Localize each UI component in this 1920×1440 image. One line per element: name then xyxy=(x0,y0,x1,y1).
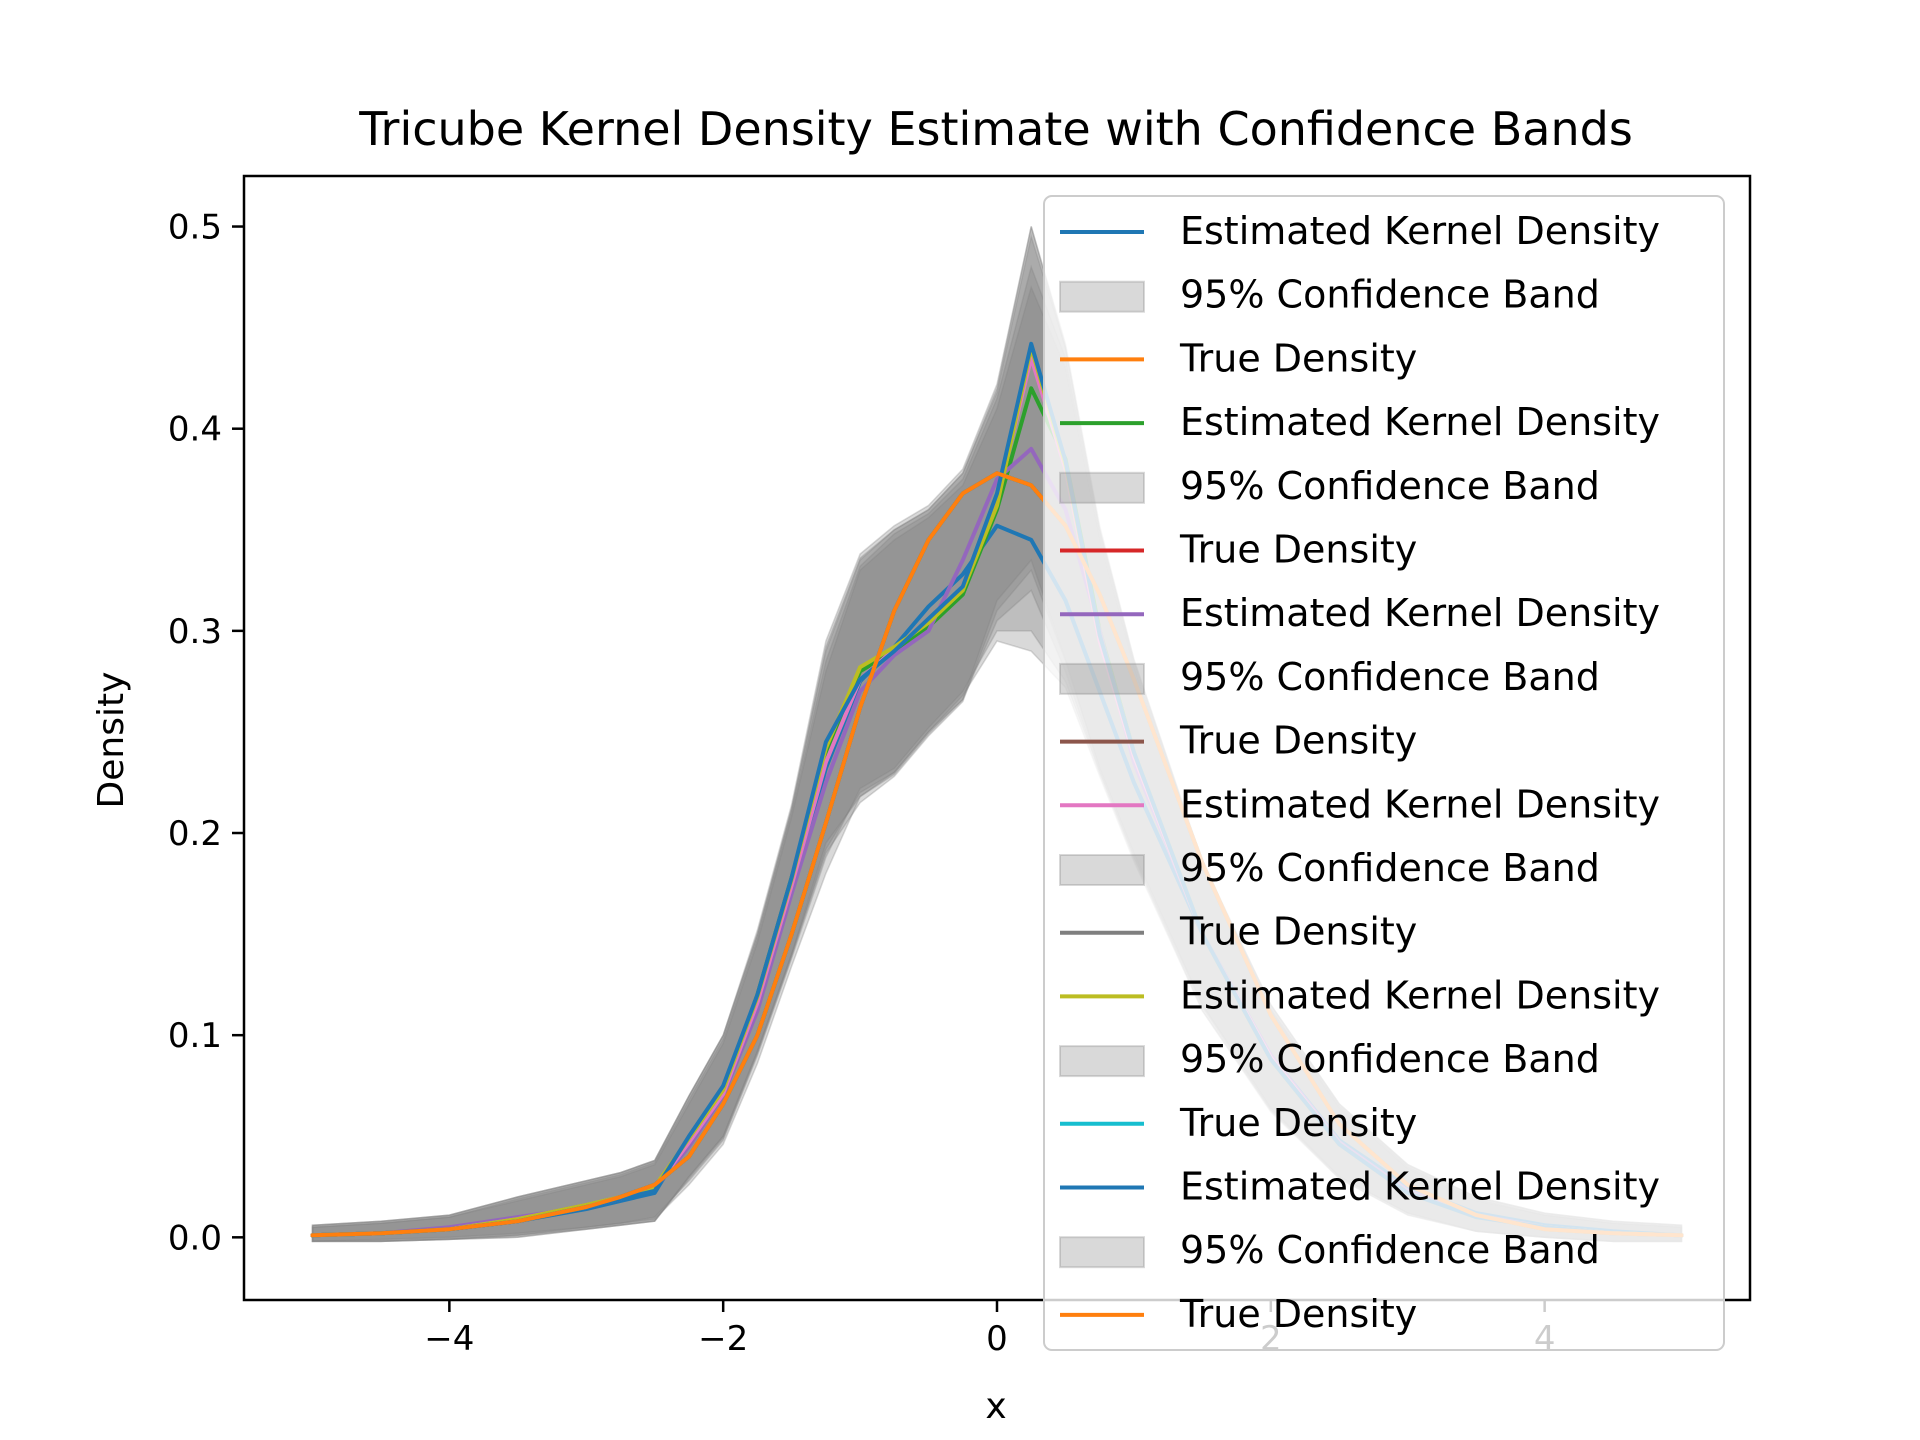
y-tick-label: 0.0 xyxy=(168,1218,222,1258)
legend-label: Estimated Kernel Density xyxy=(1180,591,1660,635)
chart-title: Tricube Kernel Density Estimate with Con… xyxy=(358,102,1633,156)
legend-label: True Density xyxy=(1179,336,1417,380)
y-tick-label: 0.4 xyxy=(168,410,222,450)
legend-swatch-band xyxy=(1059,280,1145,313)
y-axis-ticks: 0.0 0.1 0.2 0.3 0.4 0.5 xyxy=(168,208,244,1258)
legend-label: True Density xyxy=(1179,528,1417,572)
x-tick-label: 0 xyxy=(986,1319,1008,1359)
legend-label: Estimated Kernel Density xyxy=(1180,209,1660,253)
legend-swatch-band xyxy=(1059,1236,1145,1269)
legend-label: Estimated Kernel Density xyxy=(1180,973,1660,1017)
legend-box xyxy=(1043,195,1725,1351)
y-tick-label: 0.5 xyxy=(168,208,222,248)
legend-label: Estimated Kernel Density xyxy=(1180,400,1660,444)
legend-swatch-band xyxy=(1059,471,1145,504)
legend-label: True Density xyxy=(1179,719,1417,763)
y-tick-label: 0.3 xyxy=(168,612,222,652)
legend-label: Estimated Kernel Density xyxy=(1180,782,1660,826)
legend-label: 95% Confidence Band xyxy=(1180,1037,1600,1081)
legend-label: 95% Confidence Band xyxy=(1180,273,1600,317)
legend-label: 95% Confidence Band xyxy=(1180,1228,1600,1272)
legend-label: 95% Confidence Band xyxy=(1180,655,1600,699)
legend-label: Estimated Kernel Density xyxy=(1180,1165,1660,1209)
legend-label: 95% Confidence Band xyxy=(1180,464,1600,508)
legend-label: 95% Confidence Band xyxy=(1180,846,1600,890)
legend-label: True Density xyxy=(1179,1292,1417,1336)
legend-swatch-band xyxy=(1059,1045,1145,1078)
legend-swatch-band xyxy=(1059,662,1145,695)
y-axis-label: Density xyxy=(91,672,132,809)
legend-swatch-band xyxy=(1059,854,1145,886)
y-tick-label: 0.1 xyxy=(168,1016,222,1056)
x-tick-label: −2 xyxy=(698,1319,748,1359)
legend-label: True Density xyxy=(1179,1101,1417,1145)
legend-label: True Density xyxy=(1179,910,1417,954)
x-tick-label: −4 xyxy=(424,1319,474,1359)
legend: Estimated Kernel Density 95% Confidence B… xyxy=(1043,195,1725,1351)
x-axis-label: x xyxy=(985,1386,1006,1427)
y-tick-label: 0.2 xyxy=(168,814,222,854)
